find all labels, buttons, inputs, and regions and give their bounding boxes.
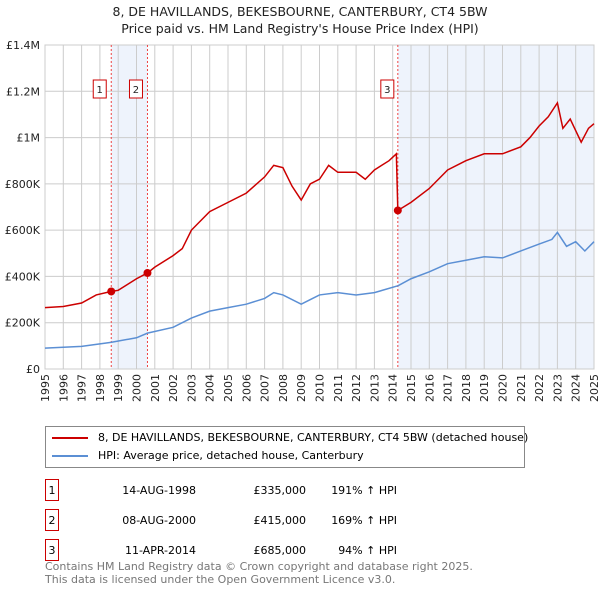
x-tick-label: 2002 [167,374,180,402]
x-tick-label: 1995 [39,374,52,402]
x-tick-label: 2018 [460,374,473,402]
legend-swatch-hpi [52,454,88,457]
footer: Contains HM Land Registry data © Crown c… [45,560,473,586]
x-tick-label: 2025 [588,374,600,402]
plot-border [44,44,595,370]
sale-price: £415,000 [253,513,307,527]
y-tick-label: £200K [5,317,41,330]
sale-label-box [128,79,143,99]
sale-label-box [92,79,107,99]
sale-date: 08-AUG-2000 [122,513,196,527]
sale-hpi-change: 94% ↑ HPI [338,543,397,557]
sale-row: 1 14-AUG-1998 £335,000 191% ↑ HPI [45,479,397,501]
x-tick-label: 2024 [570,374,583,402]
x-tick-label: 2006 [240,374,253,402]
sale-number: 1 [45,479,59,501]
legend-label-property: 8, DE HAVILLANDS, BEKESBOURNE, CANTERBUR… [98,431,529,444]
sale-number: 2 [45,509,59,531]
x-tick-label: 2019 [478,374,491,402]
sale-hpi-change: 169% ↑ HPI [331,513,397,527]
x-tick-label: 1999 [112,374,125,402]
x-tick-label: 2013 [368,374,381,402]
hpi-line [44,231,595,349]
sale-date: 14-AUG-1998 [122,483,196,497]
property-price-line [44,100,595,309]
plot-area: 1995 1996 1997 1998 1999 2000 2001 2002 2003 2004… [5,39,600,402]
x-tick-label: 1997 [76,374,89,402]
x-tick-label: 2021 [515,374,528,402]
shaded-period [111,45,148,369]
sale-point [107,287,116,296]
y-tick-label: £400K [5,270,41,283]
sale-point [393,206,402,215]
x-tick-label: 2015 [405,374,418,402]
sale-row: 3 11-APR-2014 £685,000 94% ↑ HPI [45,539,397,561]
footer-line: This data is licensed under the Open Gov… [45,573,396,586]
x-tick-label: 2016 [423,374,436,402]
sale-price: £685,000 [253,543,307,557]
y-tick-label: £800K [5,178,41,191]
y-tick-label: £1.4M [6,39,40,52]
footer-line: Contains HM Land Registry data © Crown c… [45,560,473,573]
sale-row: 2 08-AUG-2000 £415,000 169% ↑ HPI [45,509,397,531]
legend-swatch-property [52,436,88,439]
y-tick-label: £600K [5,224,41,237]
y-tick-label: £1M [17,132,41,145]
chart-subtitle: Price paid vs. HM Land Registry's House … [121,21,479,36]
x-tick-label: 2000 [131,374,144,402]
sale-label-box [380,79,395,99]
x-tick-label: 2001 [149,374,162,402]
sale-label: 3 [384,85,390,96]
x-tick-label: 2005 [222,374,235,402]
x-tick-label: 1998 [94,374,107,402]
x-tick-label: 2009 [295,374,308,402]
x-tick-label: 2022 [533,374,546,402]
x-tick-label: 2008 [277,374,290,402]
x-tick-label: 2007 [259,374,272,402]
legend: 8, DE HAVILLANDS, BEKESBOURNE, CANTERBUR… [45,426,529,468]
sale-hpi-change: 191% ↑ HPI [331,483,397,497]
y-tick-label: £1.2M [6,85,40,98]
x-tick-label: 2012 [350,374,363,402]
x-tick-label: 2017 [442,374,455,402]
sale-label: 1 [97,85,103,96]
x-tick-label: 2023 [551,374,564,402]
x-tick-label: 1996 [57,374,70,402]
x-tick-label: 2020 [497,374,510,402]
sale-price: £335,000 [253,483,307,497]
shaded-period [397,45,594,369]
chart-title: 8, DE HAVILLANDS, BEKESBOURNE, CANTERBUR… [112,4,488,19]
x-tick-label: 2003 [185,374,198,402]
x-tick-label: 2004 [204,374,217,402]
sale-number: 3 [45,539,59,561]
y-tick-label: £0 [26,363,40,376]
sale-label: 2 [133,85,139,96]
x-tick-label: 2010 [314,374,327,402]
x-tick-label: 2011 [332,374,345,402]
legend-label-hpi: HPI: Average price, detached house, Cant… [98,449,364,462]
x-tick-label: 2014 [387,374,400,402]
sale-date: 11-APR-2014 [124,543,196,557]
sale-point [143,268,152,277]
